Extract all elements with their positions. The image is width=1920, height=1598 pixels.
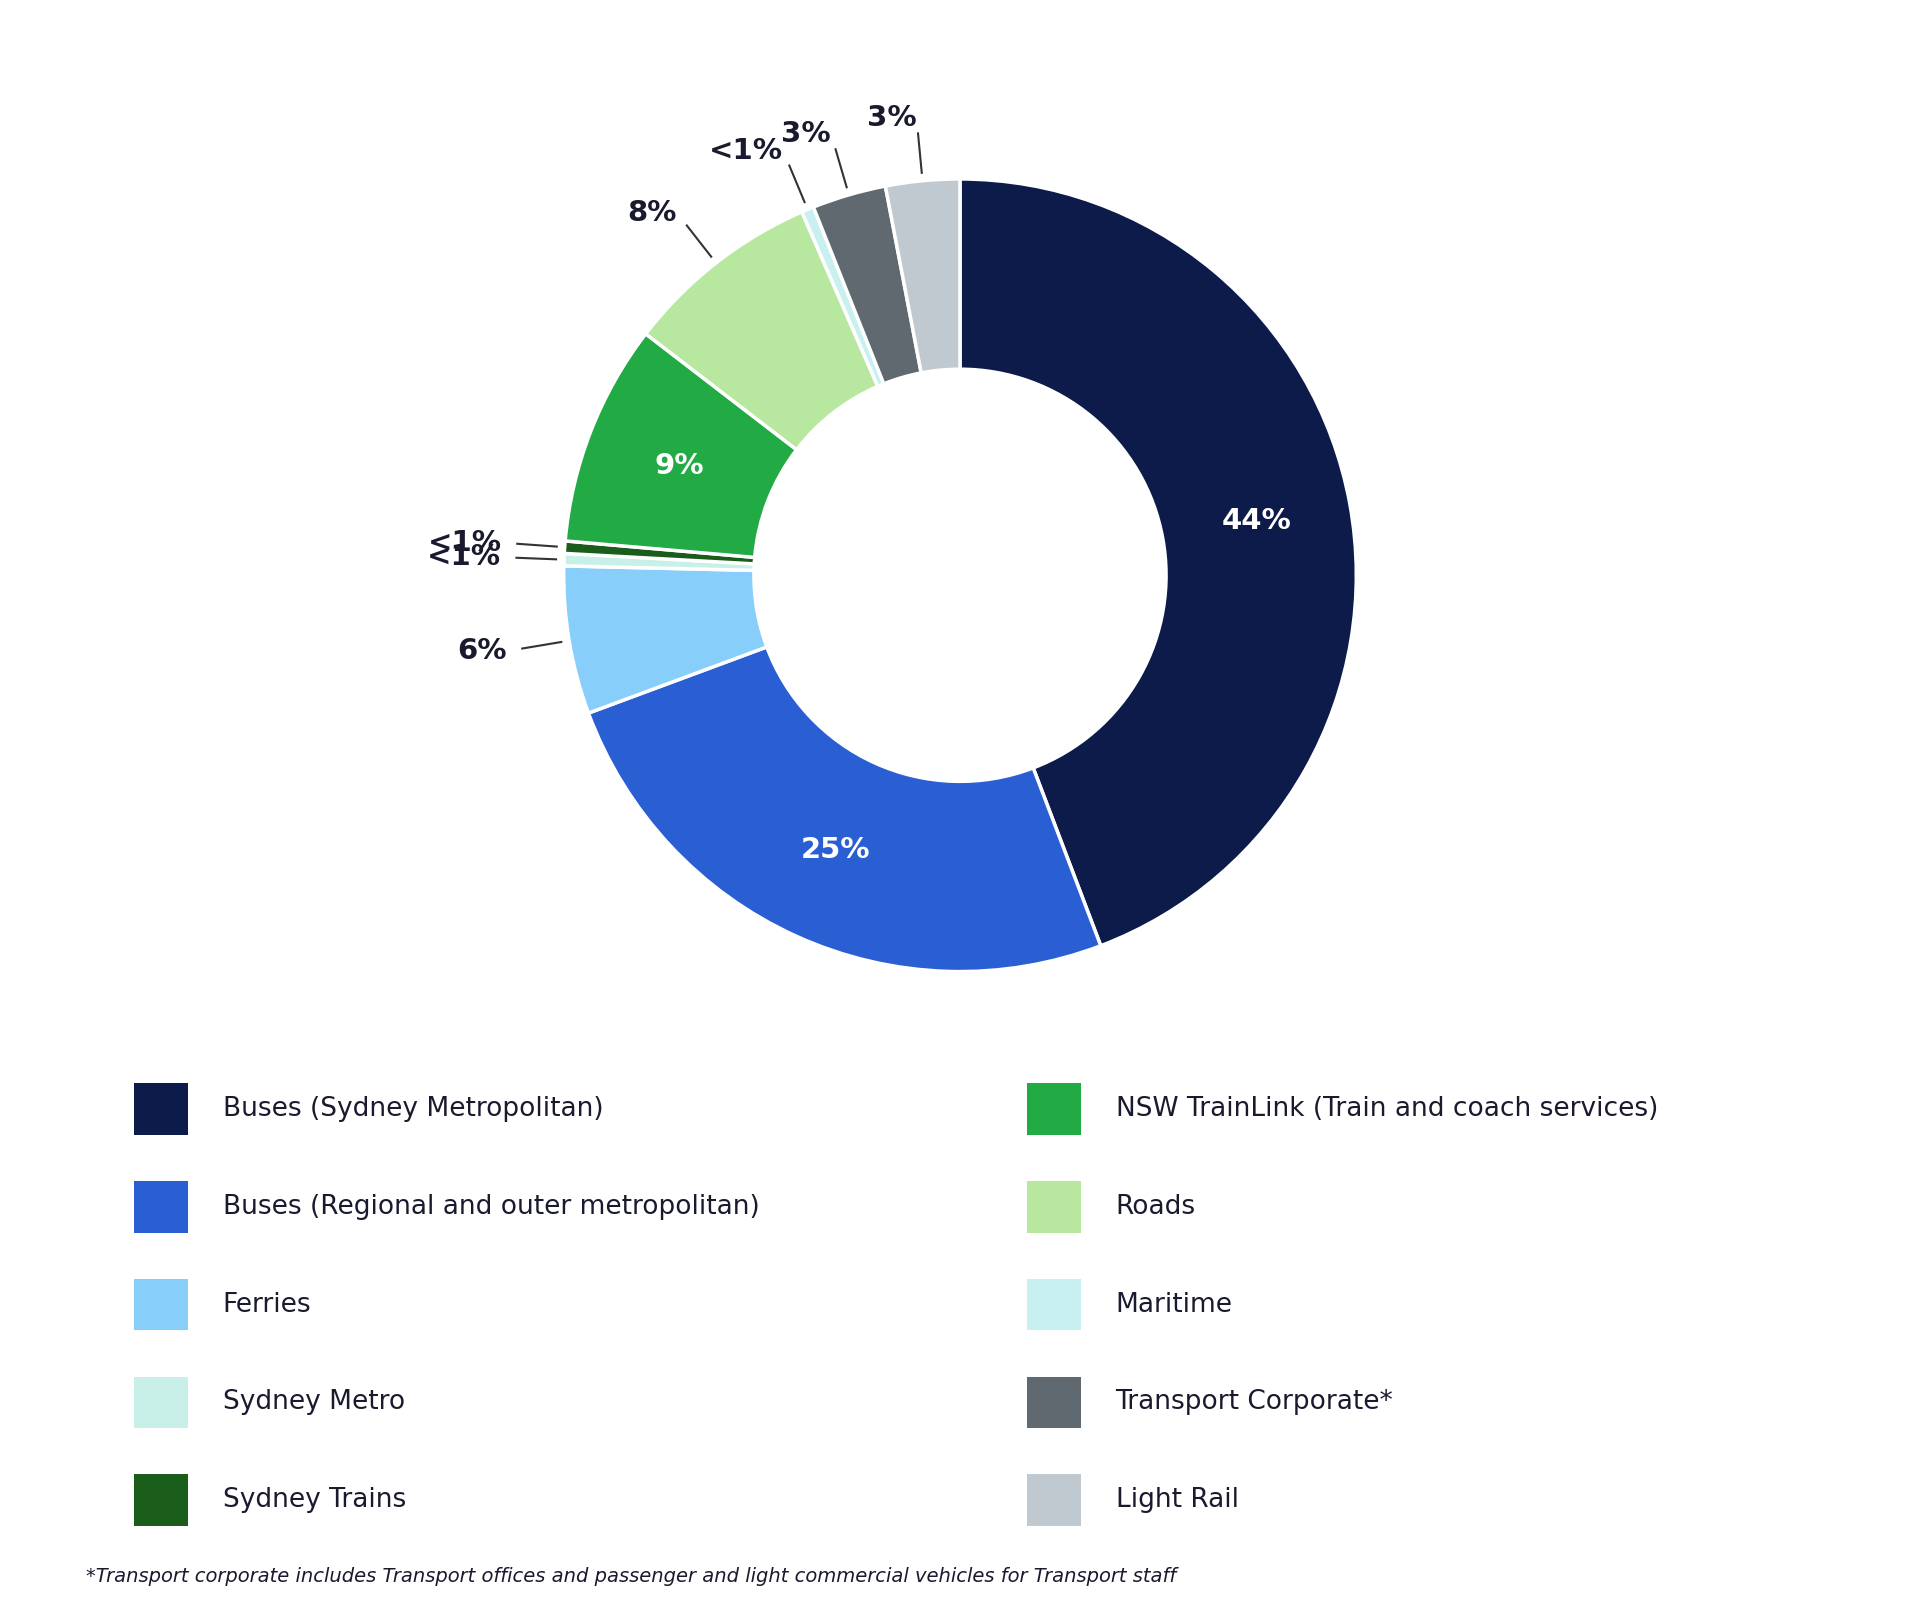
Text: Sydney Metro: Sydney Metro [223,1389,405,1416]
FancyBboxPatch shape [1027,1376,1081,1429]
Text: NSW TrainLink (Train and coach services): NSW TrainLink (Train and coach services) [1116,1096,1657,1122]
Text: <1%: <1% [708,137,783,165]
Text: 8%: 8% [628,200,678,227]
Text: 3%: 3% [781,120,831,149]
Text: Transport Corporate*: Transport Corporate* [1116,1389,1394,1416]
Wedge shape [564,334,797,558]
Text: 6%: 6% [457,638,507,665]
Wedge shape [960,179,1356,946]
Wedge shape [885,179,960,372]
Text: Buses (Regional and outer metropolitan): Buses (Regional and outer metropolitan) [223,1194,760,1219]
Text: *Transport corporate includes Transport offices and passenger and light commerci: *Transport corporate includes Transport … [86,1568,1177,1587]
Text: Ferries: Ferries [223,1291,311,1318]
FancyBboxPatch shape [134,1083,188,1135]
FancyBboxPatch shape [1027,1475,1081,1526]
Wedge shape [588,647,1100,972]
Text: 25%: 25% [801,836,870,863]
Wedge shape [803,208,883,387]
Wedge shape [564,566,766,713]
Text: Roads: Roads [1116,1194,1196,1219]
Wedge shape [814,185,922,384]
Wedge shape [564,540,755,564]
Text: Sydney Trains: Sydney Trains [223,1488,405,1513]
Text: 9%: 9% [655,452,705,479]
Text: Buses (Sydney Metropolitan): Buses (Sydney Metropolitan) [223,1096,603,1122]
Text: 44%: 44% [1221,507,1290,535]
Text: <1%: <1% [428,529,501,556]
FancyBboxPatch shape [1027,1083,1081,1135]
FancyBboxPatch shape [134,1278,188,1331]
FancyBboxPatch shape [134,1181,188,1232]
FancyBboxPatch shape [1027,1181,1081,1232]
FancyBboxPatch shape [134,1475,188,1526]
Wedge shape [564,553,755,570]
Wedge shape [645,213,877,449]
Text: Light Rail: Light Rail [1116,1488,1238,1513]
Text: <1%: <1% [426,543,501,570]
Text: 3%: 3% [868,104,916,131]
Text: Maritime: Maritime [1116,1291,1233,1318]
FancyBboxPatch shape [1027,1278,1081,1331]
FancyBboxPatch shape [134,1376,188,1429]
